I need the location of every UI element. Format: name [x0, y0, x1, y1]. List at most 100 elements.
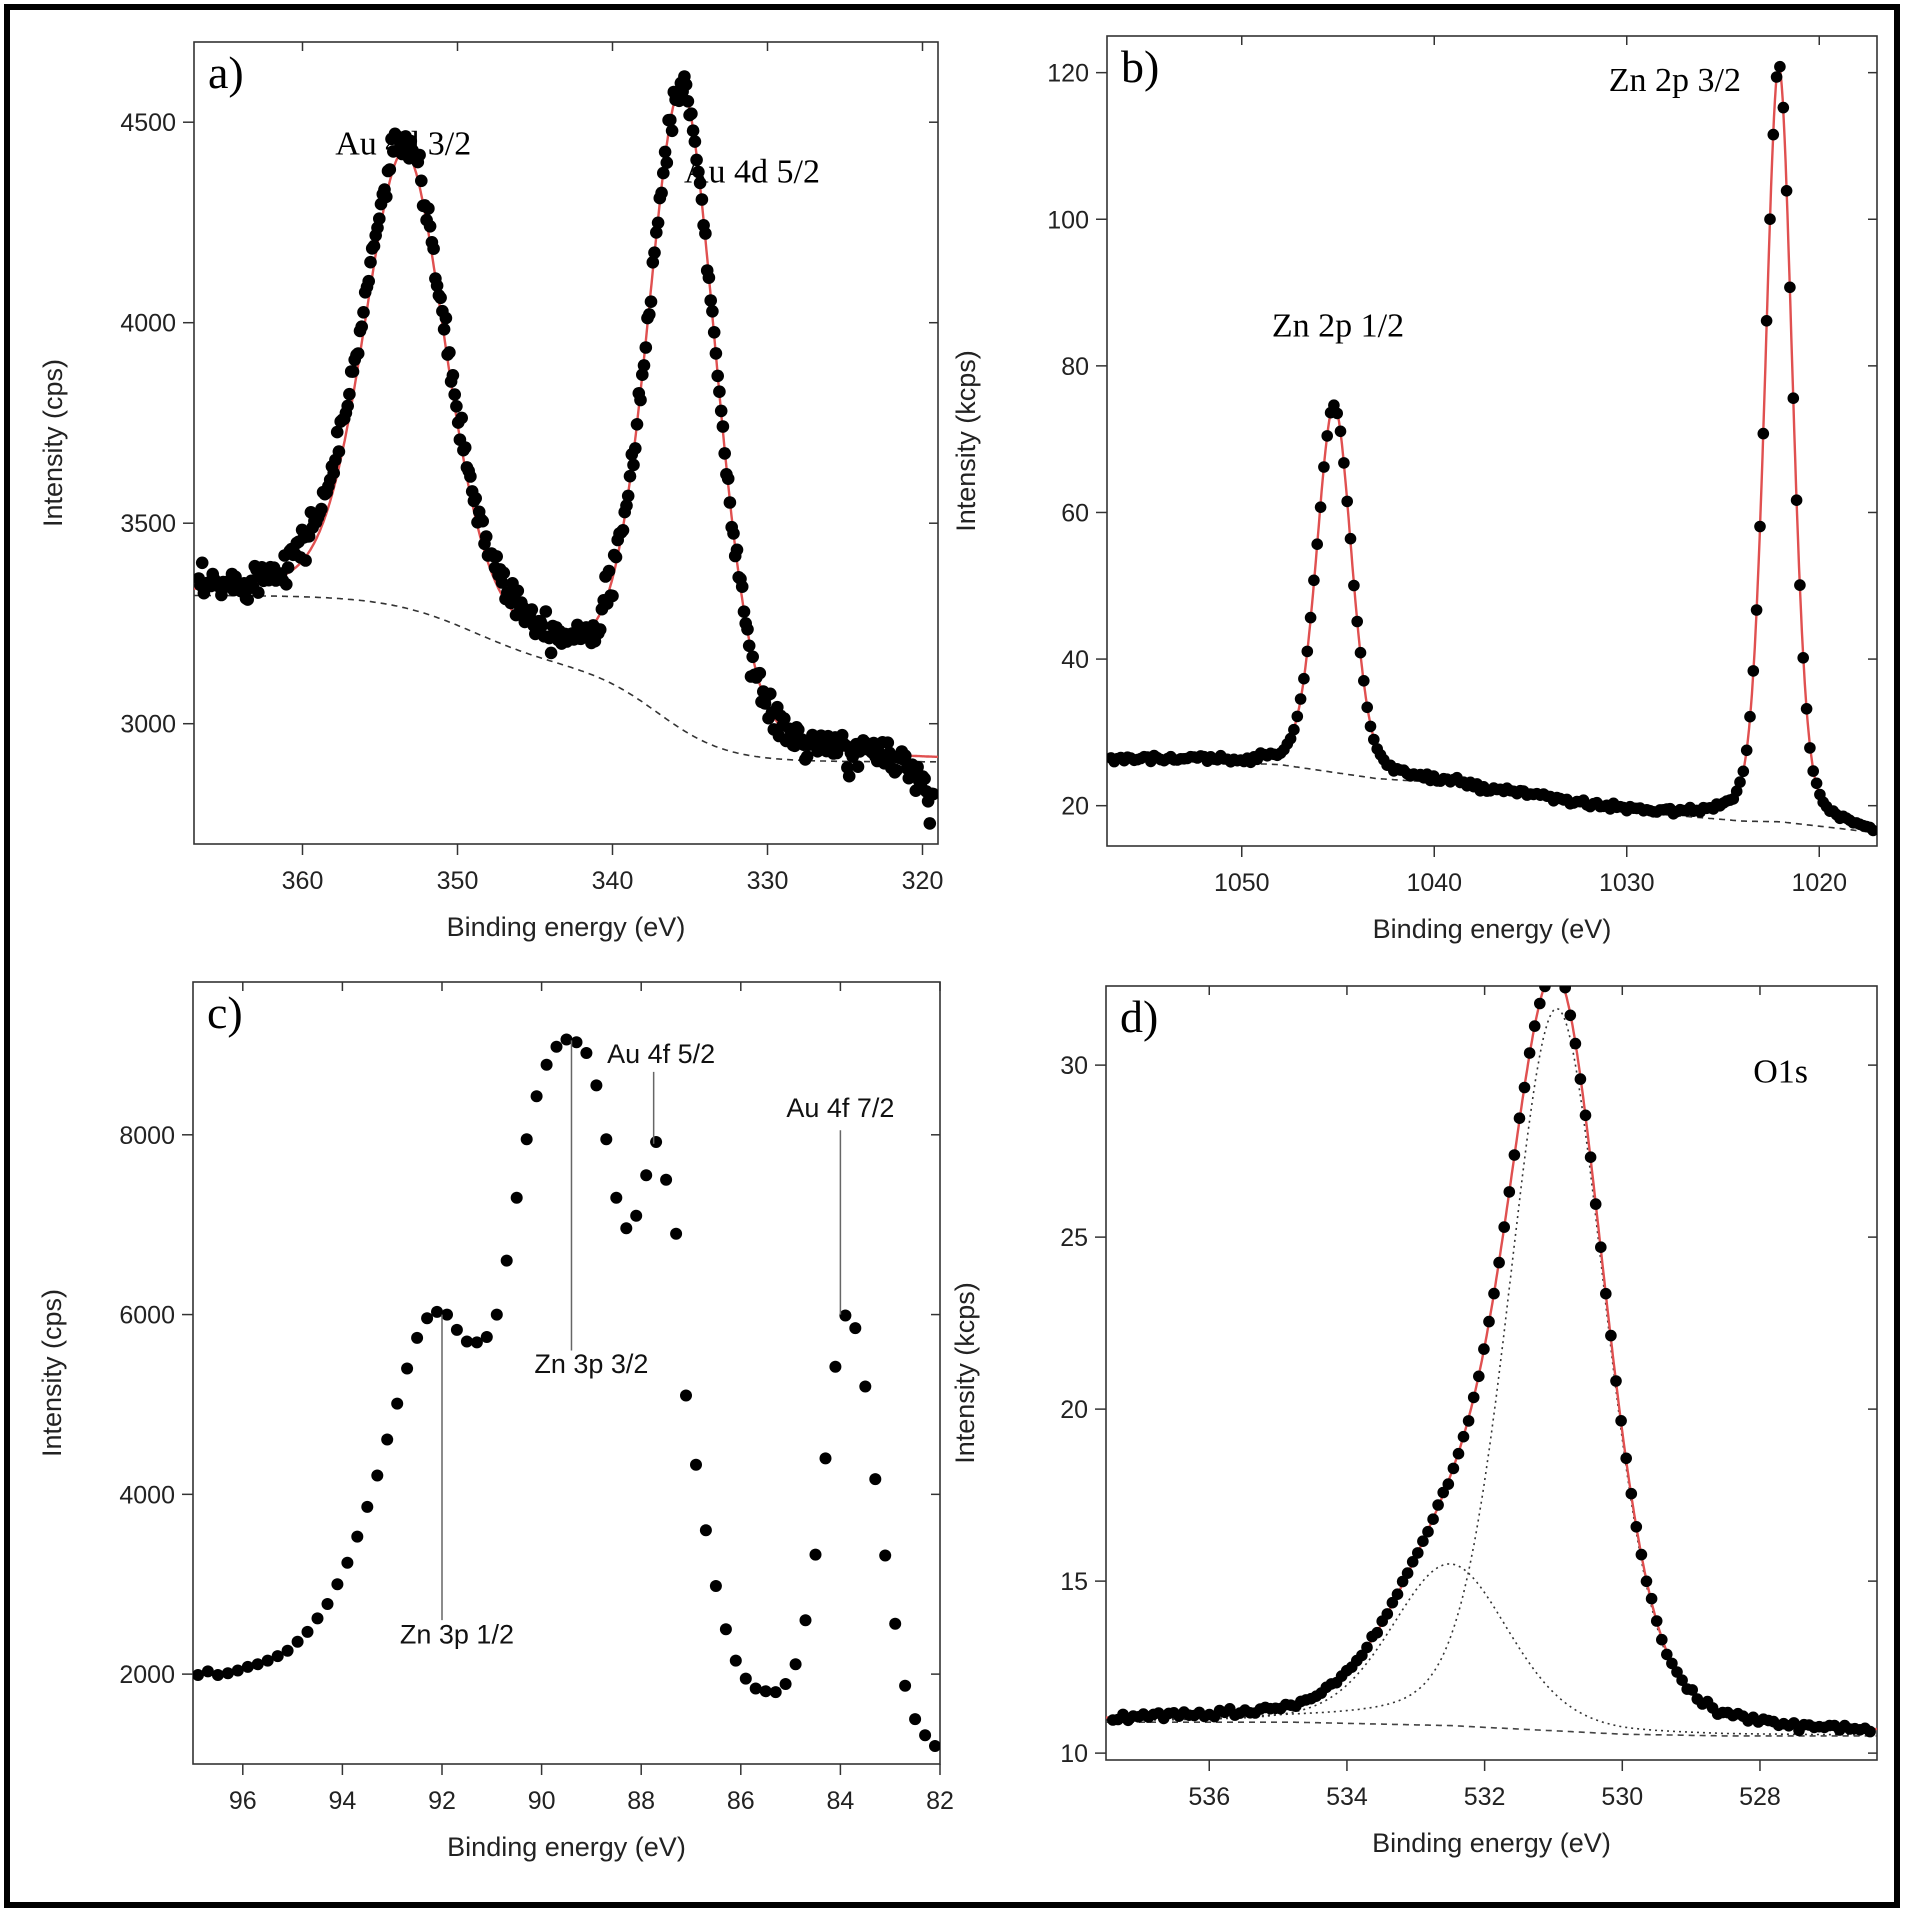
data-point-c [231, 1664, 244, 1677]
data-point-c [361, 1500, 374, 1513]
data-point-c [600, 1133, 613, 1146]
data-point-c [331, 1578, 344, 1591]
data-point-a [639, 341, 653, 354]
data-point-b [1744, 710, 1756, 723]
data-point-a [923, 817, 937, 830]
data-point-a [476, 514, 490, 528]
data-point-a [899, 749, 912, 762]
data-point-b [1291, 710, 1304, 723]
data-point-d [1549, 965, 1561, 977]
data-point-c [421, 1312, 434, 1325]
data-point-c [630, 1209, 643, 1222]
plot-area-c [192, 981, 941, 1765]
data-point-a [664, 113, 677, 127]
data-point-b [1774, 60, 1786, 73]
data-point-b [1341, 495, 1353, 508]
y-tick-label-c: 6000 [119, 1302, 175, 1330]
data-point-a [251, 586, 265, 599]
data-point-a [490, 550, 504, 563]
data-point-b [1348, 579, 1360, 592]
data-point-d [1864, 1725, 1876, 1738]
data-point-a [741, 623, 754, 636]
data-point-d [1605, 1329, 1617, 1342]
data-point-b [1301, 645, 1314, 658]
data-point-c [520, 1133, 533, 1146]
data-point-a [737, 605, 751, 618]
data-point-a [495, 576, 509, 589]
data-point-b [1311, 538, 1323, 550]
data-point-a [458, 441, 472, 454]
x-tick-label-c: 88 [627, 1787, 655, 1815]
data-point-a [685, 107, 698, 120]
x-tick-label-d: 536 [1188, 1783, 1230, 1811]
data-point-c [699, 1524, 712, 1537]
data-point-c [211, 1669, 224, 1681]
data-point-b [1734, 776, 1746, 788]
data-point-a [351, 347, 365, 360]
data-point-a [367, 239, 381, 253]
data-point-a [637, 359, 651, 372]
data-point-a [437, 323, 451, 336]
data-point-a [704, 294, 717, 307]
data-point-a [881, 736, 895, 749]
data-point-a [636, 368, 649, 382]
annotation-c-1: Au 4f 7/2 [786, 1093, 894, 1123]
y-tick-label-c: 8000 [119, 1122, 175, 1150]
x-tick-label-d: 530 [1601, 1783, 1643, 1811]
data-point-a [616, 524, 630, 537]
data-point-c [899, 1679, 912, 1692]
data-point-a [469, 492, 483, 505]
data-point-a [650, 226, 663, 239]
data-point-a [346, 365, 360, 378]
plot-area-b [1106, 35, 1878, 847]
data-point-a [450, 400, 463, 413]
y-tick-label-b: 120 [1047, 60, 1089, 88]
data-point-d [1513, 1112, 1526, 1124]
data-point-a [330, 425, 344, 439]
data-point-a [658, 145, 672, 159]
data-point-d [1534, 997, 1546, 1010]
data-point-d [1539, 986, 1551, 993]
x-tick-label-c: 84 [826, 1787, 854, 1815]
data-point-a [427, 242, 440, 255]
data-point-c [640, 1169, 653, 1182]
data-point-c [381, 1433, 394, 1446]
data-point-a [415, 174, 428, 188]
y-axis-label-a: Intensity (cps) [38, 359, 68, 527]
x-axis-label-a: Binding energy (eV) [447, 912, 686, 942]
data-point-a [706, 305, 719, 318]
data-point-c [759, 1685, 772, 1698]
data-point-a [364, 255, 377, 269]
data-point-c [859, 1380, 872, 1393]
data-point-a [620, 499, 633, 512]
data-point-d [1498, 1221, 1510, 1233]
data-point-a [423, 220, 437, 233]
data-point-d [1686, 1684, 1698, 1696]
data-point-c [470, 1336, 483, 1349]
data-point-b [1764, 213, 1776, 225]
x-tick-label-a: 320 [902, 867, 944, 895]
y-axis-label-b: Intensity (kcps) [951, 350, 981, 532]
data-point-c [719, 1623, 732, 1636]
annotation-a-0: Au 4d 3/2 [335, 125, 471, 162]
data-point-a [721, 472, 735, 486]
data-point-d [1361, 1641, 1373, 1654]
data-point-a [446, 369, 460, 382]
y-tick-label-a: 4500 [120, 109, 176, 137]
data-point-b [1298, 672, 1310, 685]
data-point-a [413, 148, 426, 162]
data-point-b [1760, 315, 1773, 327]
plot-area-d [1105, 985, 1878, 1761]
y-tick-label-d: 10 [1060, 1740, 1088, 1768]
data-point-a [702, 271, 716, 285]
data-point-a [688, 135, 702, 148]
panel-label-a: a) [208, 47, 244, 98]
data-point-b [1284, 732, 1297, 745]
data-point-d [1595, 1241, 1607, 1253]
data-point-c [201, 1665, 214, 1678]
data-point-d [1645, 1592, 1658, 1605]
data-point-d [1559, 986, 1571, 994]
data-point-a [643, 308, 656, 321]
data-point-b [1787, 392, 1800, 405]
fit-curve-a [194, 87, 938, 759]
